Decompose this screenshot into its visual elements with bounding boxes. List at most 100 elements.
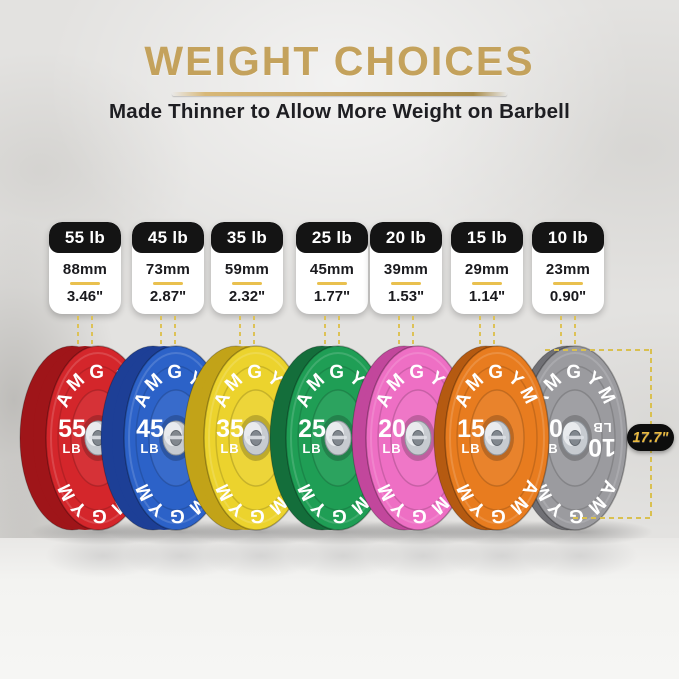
pointer-dash-right [412,316,414,354]
spec-mm-text: 29mm [464,261,510,278]
spec-weight-header: 55 lb [49,222,121,253]
spec-card-body: 29mm 1.14" [451,253,523,314]
bumper-plate-graphic: AMGYM AMGYM 15 LB [433,345,550,531]
spec-card-body: 88mm 3.46" [49,253,121,314]
plate-weight-number: 15 [457,415,485,443]
thickness-pointer-dashes [370,316,442,354]
spec-gold-divider [391,282,421,285]
plate-weight-mirrored: 10 LB [588,420,616,461]
hub-slot [488,435,506,440]
spec-gold-divider [472,282,502,285]
pointer-dash-right [338,316,340,354]
pointer-dash-right [253,316,255,354]
spec-mm-text: 73mm [145,261,191,278]
spec-card-body: 59mm 2.32" [211,253,283,314]
plate-weight-unit: LB [62,441,81,456]
hub-slot [247,435,265,440]
thickness-pointer-dashes [132,316,204,354]
spec-weight-text: 35 lb [226,228,268,247]
spec-inches-text: 1.53" [387,288,425,305]
spec-weight-text: 10 lb [547,228,589,247]
plate-weight-unit: LB [302,441,321,456]
spec-weight-text: 45 lb [147,228,189,247]
spec-inches-text: 3.46" [66,288,104,305]
pointer-dash-left [479,316,481,354]
thickness-pointer-dashes [211,316,283,354]
pointer-dash-right [91,316,93,354]
spec-label: 20 lb 39mm 1.53" [370,222,442,354]
title-underline [172,92,507,96]
spec-mm-text: 39mm [383,261,429,278]
spec-mm-text: 88mm [62,261,108,278]
plate-floor-reflection [522,534,638,578]
plate-floor-reflection [365,534,481,578]
hub-slot [167,435,185,440]
spec-label: 25 lb 45mm 1.77" [296,222,368,354]
hub-slot [409,435,427,440]
spec-gold-divider [553,282,583,285]
plate-weight-number: 20 [378,415,406,443]
thickness-pointer-dashes [451,316,523,354]
spec-weight-header: 20 lb [370,222,442,253]
spec-gold-divider [317,282,347,285]
pointer-dash-right [574,316,576,354]
pointer-dash-left [239,316,241,354]
spec-weight-header: 25 lb [296,222,368,253]
spec-gold-divider [70,282,100,285]
plate-outer-groove [456,365,538,511]
spec-weight-text: 55 lb [64,228,106,247]
pointer-dash-right [493,316,495,354]
bumper-plate: AMGYM AMGYM 45 LB [56,338,246,538]
spec-card: 20 lb 39mm 1.53" [370,222,442,314]
spec-card-body: 39mm 1.53" [370,253,442,314]
thickness-pointer-dashes [532,316,604,354]
bumper-plate-graphic: AMGYM AMGYM 25 LB [269,345,391,531]
spec-inches-text: 2.32" [228,288,266,305]
spec-inches-text: 1.77" [313,288,351,305]
spec-label: 35 lb 59mm 2.32" [211,222,283,354]
spec-weight-header: 35 lb [211,222,283,253]
plate-floor-reflection [45,534,161,578]
floor [0,538,679,679]
spec-weight-header: 10 lb [532,222,604,253]
spec-weight-text: 15 lb [466,228,508,247]
spec-mm-text: 59mm [224,261,270,278]
spec-label: 15 lb 29mm 1.14" [451,222,523,354]
spec-mm-text: 23mm [545,261,591,278]
hub-slot [329,435,347,440]
diameter-dash-bottom [573,517,652,519]
spec-label: 10 lb 23mm 0.90" [532,222,604,354]
spec-inches-text: 2.87" [149,288,187,305]
spec-card: 55 lb 88mm 3.46" [49,222,121,314]
plate-weight-unit: LB [220,441,239,456]
thickness-pointer-dashes [296,316,368,354]
spec-card: 15 lb 29mm 1.14" [451,222,523,314]
plate-weight-number: 25 [298,415,326,443]
plate-floor-reflection [203,534,319,578]
diameter-dash-top [545,349,652,351]
pointer-dash-right [174,316,176,354]
spec-card: 25 lb 45mm 1.77" [296,222,368,314]
spec-inches-text: 0.90" [549,288,587,305]
spec-weight-text: 20 lb [385,228,427,247]
plate-weight-unit: LB [140,441,159,456]
plate-weight-unit: LB [461,441,480,456]
spec-card-body: 73mm 2.87" [132,253,204,314]
plate-floor-reflection [285,534,401,578]
plate-floor-reflection [123,534,239,578]
bumper-plate-graphic: AMGYM AMGYM 10 LB 10 LB [514,345,628,531]
plate-floor-reflection [444,534,560,578]
spec-card: 10 lb 23mm 0.90" [532,222,604,314]
spec-inches-text: 1.14" [468,288,506,305]
spec-gold-divider [232,282,262,285]
plate-face-bevel [449,352,545,524]
spec-card: 35 lb 59mm 2.32" [211,222,283,314]
plate-weight-number-mirrored: 10 [588,433,616,461]
bumper-plate: AMGYM AMGYM 10 LB 10 LB [455,338,645,538]
pointer-dash-left [398,316,400,354]
diameter-badge: 17.7" [627,424,674,451]
plate-weight-unit-mirrored: LB [592,420,611,435]
spec-weight-header: 15 lb [451,222,523,253]
plate-weight-number: 35 [216,415,244,443]
